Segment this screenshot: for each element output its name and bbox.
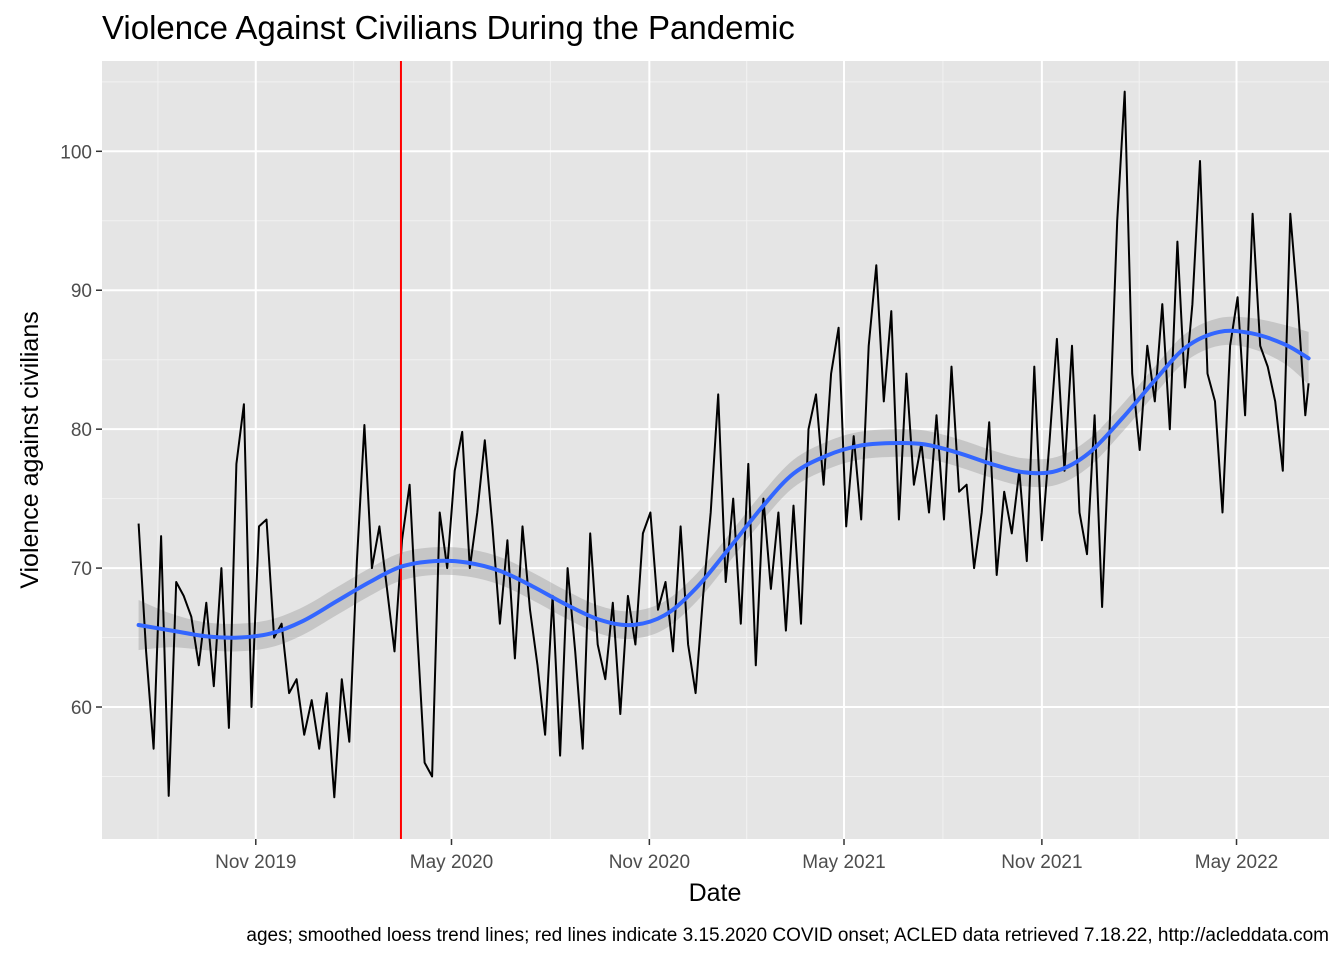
x-tick-label: Nov 2020 xyxy=(609,852,690,873)
y-tick-label: 80 xyxy=(71,420,92,441)
y-axis-title: Violence against civilians xyxy=(16,311,44,588)
chart-caption: ages; smoothed loess trend lines; red li… xyxy=(246,925,1329,946)
chart-title: Violence Against Civilians During the Pa… xyxy=(102,9,795,46)
loess-confidence-band xyxy=(138,316,1309,652)
y-tick-label: 90 xyxy=(71,281,92,302)
x-tick-label: Nov 2019 xyxy=(215,852,296,873)
x-tick-label: May 2022 xyxy=(1195,852,1278,873)
y-axis: 60 70 80 90 100 xyxy=(60,142,102,719)
x-tick-label: May 2020 xyxy=(410,852,493,873)
y-tick-label: 60 xyxy=(71,698,92,719)
y-tick-label: 70 xyxy=(71,559,92,580)
loess-trend-line xyxy=(136,328,1311,640)
x-tick-label: Nov 2021 xyxy=(1001,852,1082,873)
x-axis: Nov 2019 May 2020 Nov 2020 May 2021 Nov 2021… xyxy=(215,839,1278,873)
x-tick-label: May 2021 xyxy=(802,852,885,873)
x-axis-title: Date xyxy=(689,879,742,907)
y-tick-label: 100 xyxy=(60,142,92,163)
rolling-average-line xyxy=(137,90,1310,799)
